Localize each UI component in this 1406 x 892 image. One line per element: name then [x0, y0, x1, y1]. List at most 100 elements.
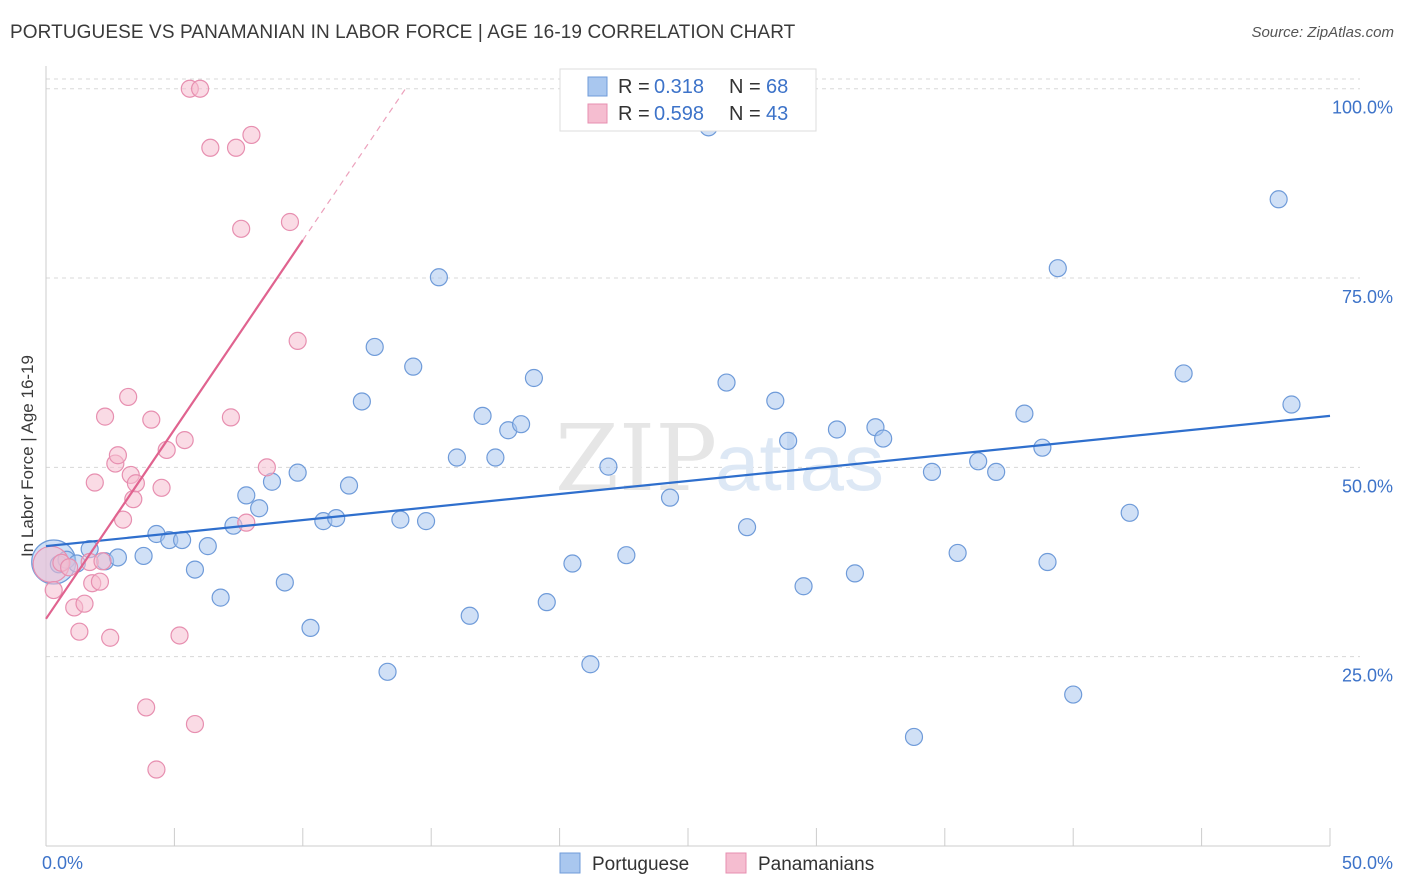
panamanian-point [119, 387, 138, 407]
panamanian-point [288, 331, 307, 350]
trend-layer [45, 88, 1331, 620]
panamanian-point [170, 626, 189, 645]
portuguese-point [845, 564, 865, 583]
chart-title: PORTUGUESE VS PANAMANIAN IN LABOR FORCE … [10, 22, 796, 43]
portuguese-point [447, 448, 466, 467]
portuguese-point [1269, 190, 1288, 209]
panamanian-point [142, 410, 161, 429]
panamanian-point [90, 572, 110, 591]
portuguese-point [827, 420, 847, 439]
panamanian-point [237, 513, 256, 532]
portuguese-point [365, 337, 384, 357]
portuguese-point [660, 488, 680, 507]
portuguese-point [429, 268, 449, 287]
legend-top: R = 0.318 N = 68 R = 0.598 N = 43 [559, 68, 817, 132]
panamanian-trend-line [45, 239, 304, 620]
portuguese-point [352, 392, 371, 411]
x-tick-label-max: 50.0% [1342, 853, 1393, 873]
y-tick-label: 75.0% [1342, 287, 1393, 307]
portuguese-point [134, 546, 153, 566]
portuguese-point [1282, 395, 1301, 414]
portuguese-point [511, 415, 531, 434]
portuguese-point [1015, 404, 1034, 423]
panamanian-bottom-legend-swatch [725, 852, 747, 874]
portuguese-point [969, 452, 988, 471]
panamanian-point [201, 138, 220, 157]
portuguese-point [275, 573, 294, 592]
panamanian-point [152, 478, 171, 497]
portuguese-point [537, 593, 556, 612]
panamanian-point [70, 622, 89, 641]
panamanian-point [95, 407, 115, 426]
legend-r-label: R = [618, 103, 650, 125]
portuguese-point [1064, 685, 1083, 704]
legend-bottom: Portuguese Panamanians [559, 852, 874, 875]
portuguese-point [599, 457, 618, 476]
portuguese-point [460, 606, 479, 625]
portuguese-point [198, 537, 217, 556]
portuguese-trend-line [45, 414, 1331, 548]
portuguese-point [486, 448, 505, 467]
portuguese-point [737, 518, 757, 537]
panamanian-point [190, 79, 210, 98]
panamanian-bottom-legend-label: Panamanians [758, 854, 874, 875]
portuguese-point [779, 431, 798, 450]
portuguese-point [987, 462, 1006, 482]
portuguese-point [250, 499, 269, 518]
portuguese-point [416, 512, 436, 531]
x-tick-label-min: 0.0% [42, 853, 83, 873]
points-layer [31, 79, 1301, 779]
zipatlas-watermark: ZIP atlas [555, 405, 884, 512]
panamanian-point [85, 473, 104, 492]
panamanian-point [108, 446, 128, 465]
portuguese-bottom-legend-label: Portuguese [592, 854, 689, 875]
portuguese-point [173, 530, 192, 550]
portuguese-bottom-legend-swatch [559, 852, 581, 874]
panamanian-point [242, 125, 261, 145]
legend-n-label: N = [729, 76, 761, 98]
panamanian-point [101, 628, 120, 647]
portuguese-point [904, 727, 924, 747]
portuguese-point [922, 462, 942, 482]
legend-r-label: R = [618, 76, 650, 98]
portuguese-point [1120, 503, 1139, 522]
panamanian-point [257, 458, 276, 477]
grid-layer [46, 78, 1360, 658]
portuguese-point [108, 548, 128, 567]
portuguese-point [288, 463, 307, 482]
portuguese-point [378, 662, 397, 681]
portuguese-point [717, 373, 736, 392]
portuguese-point [874, 429, 893, 448]
panamanian-point [221, 408, 240, 427]
legend-r-value: 0.318 [654, 76, 704, 98]
y-tick-label: 25.0% [1342, 666, 1393, 686]
panamanian-trend-extension [302, 88, 407, 241]
panamanian-point [75, 594, 94, 613]
panamanian-point [147, 760, 166, 779]
portuguese-point [301, 618, 320, 638]
panamanian-point [175, 430, 194, 450]
axis-layer: 25.0% 50.0% 75.0% 100.0% 0.0% 50.0% [42, 66, 1393, 873]
portuguese-point [1174, 364, 1193, 383]
panamanian-point [44, 580, 63, 600]
legend-n-label: N = [729, 103, 761, 125]
legend-n-value: 68 [766, 76, 788, 98]
portuguese-point [1033, 438, 1052, 457]
portuguese-point [1048, 259, 1067, 278]
portuguese-legend-swatch [587, 76, 608, 97]
legend-n-value: 43 [766, 103, 788, 125]
panamanian-legend-swatch [587, 103, 608, 124]
panamanian-point [280, 212, 300, 232]
y-tick-label: 50.0% [1342, 476, 1393, 496]
portuguese-point [391, 510, 410, 529]
panamanian-point [226, 138, 246, 157]
panamanian-point [93, 552, 112, 571]
portuguese-point [581, 655, 600, 674]
portuguese-point [766, 391, 785, 410]
portuguese-point [404, 357, 423, 376]
portuguese-point [948, 543, 967, 563]
panamanian-point [137, 698, 156, 717]
watermark-atlas: atlas [715, 418, 884, 507]
portuguese-point [473, 406, 492, 425]
